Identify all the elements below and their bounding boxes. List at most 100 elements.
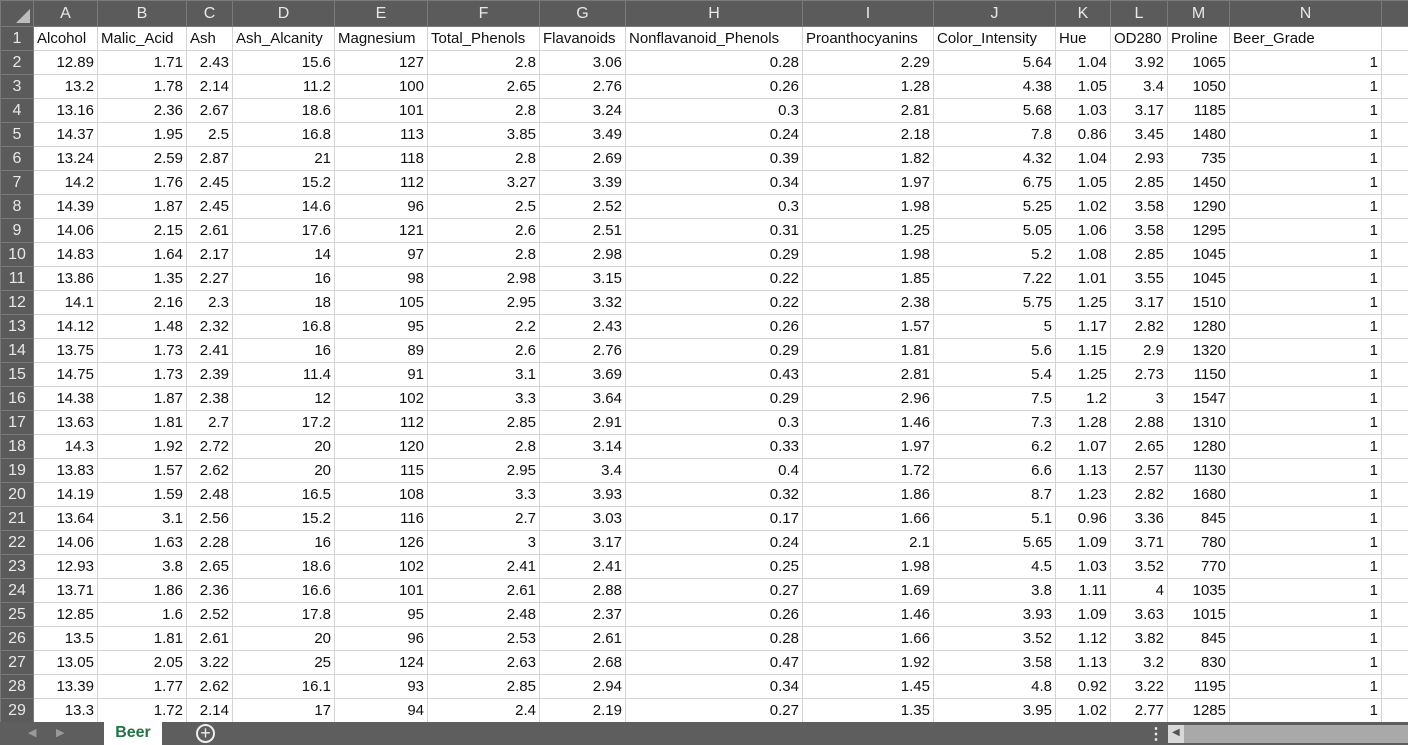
cell[interactable]: 5.68 (933, 98, 1056, 123)
scroll-tabs-left-icon[interactable]: ◀ (28, 727, 37, 739)
cell[interactable]: 1.57 (802, 314, 934, 339)
cell[interactable]: 1 (1229, 98, 1382, 123)
cell[interactable]: 1 (1229, 674, 1382, 699)
cell[interactable]: 17 (232, 698, 335, 723)
cell[interactable]: 13.63 (33, 410, 98, 435)
cell[interactable]: 1.87 (97, 386, 187, 411)
cell[interactable] (1381, 50, 1408, 75)
cell[interactable]: 2.7 (427, 506, 540, 531)
row-header[interactable]: 26 (0, 626, 34, 651)
cell[interactable]: 1.71 (97, 50, 187, 75)
cell[interactable]: 0.22 (625, 266, 803, 291)
cell[interactable]: 100 (334, 74, 428, 99)
cell[interactable]: 1 (1229, 410, 1382, 435)
cell[interactable]: 2.41 (539, 554, 626, 579)
cell[interactable]: 8.7 (933, 482, 1056, 507)
cell[interactable] (1381, 194, 1408, 219)
cell[interactable]: 3.71 (1110, 530, 1168, 555)
cell[interactable]: 3.22 (1110, 674, 1168, 699)
cell[interactable]: 3.82 (1110, 626, 1168, 651)
row-header[interactable]: 24 (0, 578, 34, 603)
cell[interactable]: 1 (1229, 170, 1382, 195)
cell[interactable]: 1.98 (802, 194, 934, 219)
cell[interactable]: 3.69 (539, 362, 626, 387)
cell[interactable] (1381, 650, 1408, 675)
cell[interactable]: 102 (334, 554, 428, 579)
cell[interactable]: 5.05 (933, 218, 1056, 243)
cell[interactable]: 2.94 (539, 674, 626, 699)
cell[interactable]: 13.39 (33, 674, 98, 699)
cell[interactable]: 1065 (1167, 50, 1230, 75)
cell[interactable]: 3.64 (539, 386, 626, 411)
cell[interactable]: 2.65 (427, 74, 540, 99)
cell[interactable]: 2.36 (97, 98, 187, 123)
cell[interactable]: 0.32 (625, 482, 803, 507)
cell[interactable]: 95 (334, 314, 428, 339)
cell[interactable]: 127 (334, 50, 428, 75)
cell[interactable]: 1.03 (1055, 98, 1111, 123)
cell[interactable]: 1.02 (1055, 194, 1111, 219)
cell[interactable]: 1290 (1167, 194, 1230, 219)
cell[interactable]: 11.2 (232, 74, 335, 99)
cell[interactable] (1381, 626, 1408, 651)
cell[interactable]: 2.65 (1110, 434, 1168, 459)
cell[interactable]: 13.16 (33, 98, 98, 123)
cell[interactable]: Flavanoids (539, 26, 626, 51)
cell[interactable]: 3.85 (427, 122, 540, 147)
cell[interactable]: 14.83 (33, 242, 98, 267)
cell[interactable]: 1.66 (802, 626, 934, 651)
cell[interactable]: 2.96 (802, 386, 934, 411)
cell[interactable]: 1.08 (1055, 242, 1111, 267)
cell[interactable]: 13.05 (33, 650, 98, 675)
cell[interactable]: 2.51 (539, 218, 626, 243)
cell[interactable]: 16 (232, 338, 335, 363)
cell[interactable]: 1450 (1167, 170, 1230, 195)
cell[interactable]: 2.8 (427, 98, 540, 123)
cell[interactable]: 0.34 (625, 674, 803, 699)
cell[interactable]: 0.26 (625, 314, 803, 339)
row-header[interactable]: 20 (0, 482, 34, 507)
cell[interactable]: 6.6 (933, 458, 1056, 483)
cell[interactable]: 1.57 (97, 458, 187, 483)
cell[interactable]: 0.24 (625, 122, 803, 147)
cell[interactable]: 2.43 (539, 314, 626, 339)
cell[interactable]: 2.38 (186, 386, 233, 411)
cell[interactable]: 3.17 (1110, 290, 1168, 315)
cell[interactable] (1381, 410, 1408, 435)
cell[interactable]: 1.92 (802, 650, 934, 675)
cell[interactable]: 112 (334, 170, 428, 195)
cell[interactable]: 1150 (1167, 362, 1230, 387)
cell[interactable]: 1.97 (802, 170, 934, 195)
cell[interactable]: 1.95 (97, 122, 187, 147)
cell[interactable]: 3.4 (1110, 74, 1168, 99)
cell[interactable]: 17.6 (232, 218, 335, 243)
cell[interactable]: 1045 (1167, 242, 1230, 267)
cell[interactable]: 2.43 (186, 50, 233, 75)
cell[interactable]: 3.52 (1110, 554, 1168, 579)
cell[interactable]: 7.8 (933, 122, 1056, 147)
row-header[interactable]: 10 (0, 242, 34, 267)
cell[interactable]: 770 (1167, 554, 1230, 579)
cell[interactable]: 12.89 (33, 50, 98, 75)
cell[interactable]: 2.62 (186, 458, 233, 483)
cell[interactable]: 2.62 (186, 674, 233, 699)
cell[interactable]: 2.85 (427, 410, 540, 435)
cell[interactable]: 17.2 (232, 410, 335, 435)
cell[interactable]: 1130 (1167, 458, 1230, 483)
cell[interactable]: 3.49 (539, 122, 626, 147)
cell[interactable]: 1 (1229, 554, 1382, 579)
cell[interactable]: 97 (334, 242, 428, 267)
cell[interactable]: 2.38 (802, 290, 934, 315)
cell[interactable]: 1 (1229, 602, 1382, 627)
cell[interactable]: 3.45 (1110, 122, 1168, 147)
cell[interactable]: 1.13 (1055, 458, 1111, 483)
cell[interactable]: 14.19 (33, 482, 98, 507)
cell[interactable]: 1.45 (802, 674, 934, 699)
cell[interactable]: 1 (1229, 434, 1382, 459)
cell[interactable]: 1 (1229, 362, 1382, 387)
cell[interactable]: 16 (232, 266, 335, 291)
cell[interactable]: 108 (334, 482, 428, 507)
cell[interactable]: 2.7 (186, 410, 233, 435)
cell[interactable]: 2.72 (186, 434, 233, 459)
cell[interactable]: 0.92 (1055, 674, 1111, 699)
